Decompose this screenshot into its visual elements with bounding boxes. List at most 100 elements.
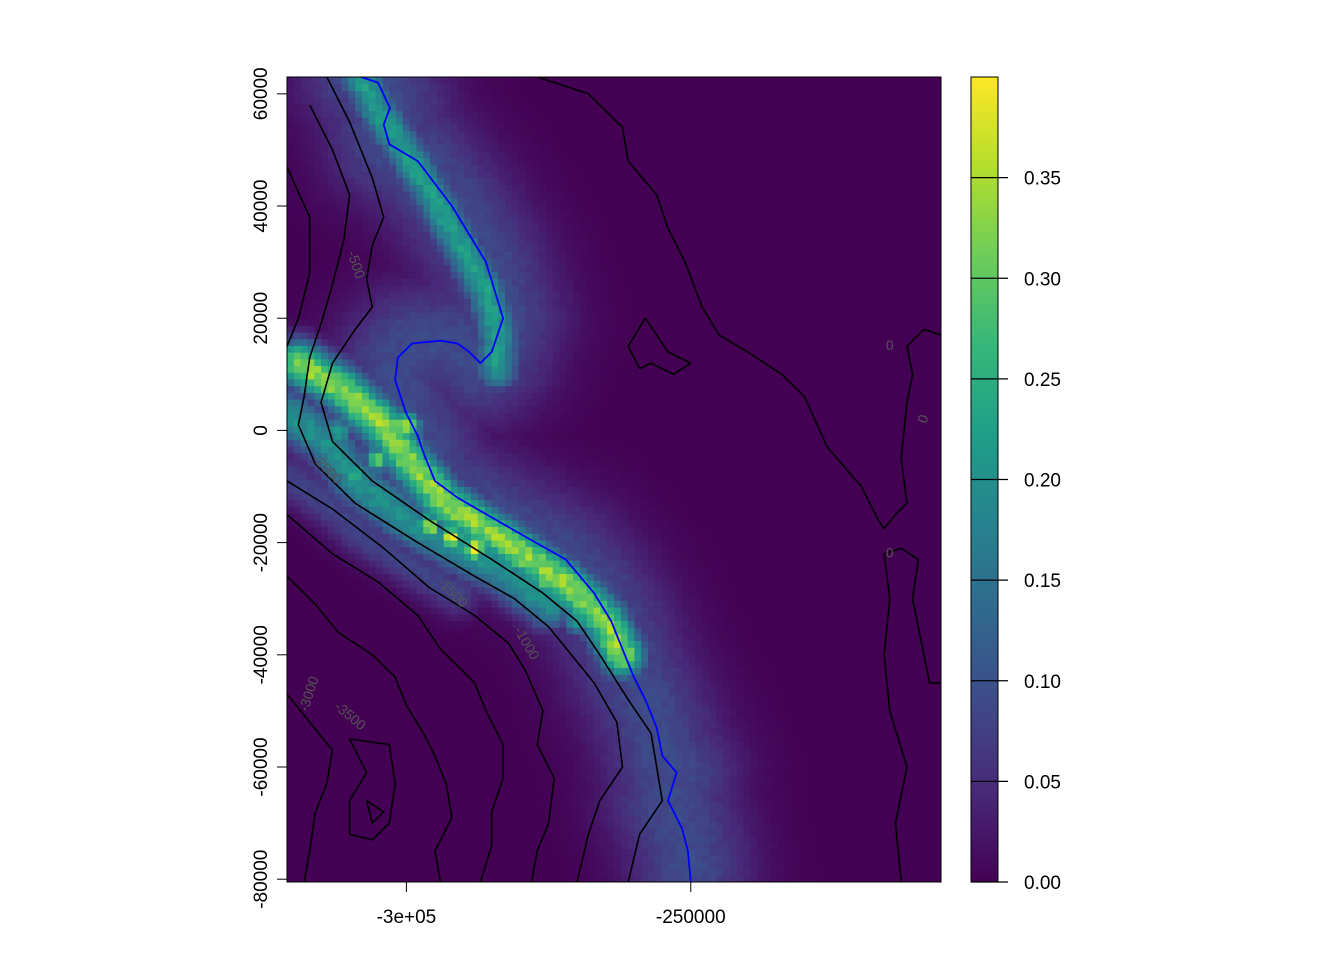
heatmap-cell [614, 694, 622, 702]
heatmap-cell [484, 593, 492, 601]
heatmap-cell [866, 674, 874, 682]
heatmap-cell [838, 761, 847, 769]
heatmap-cell [382, 640, 390, 648]
heatmap-cell [804, 606, 813, 615]
heatmap-cell [321, 687, 329, 695]
heatmap-cell [893, 660, 901, 668]
heatmap-cell [893, 566, 901, 575]
heatmap-cell [552, 801, 561, 809]
heatmap-cell [498, 814, 506, 823]
heatmap-cell [757, 747, 765, 756]
heatmap-cell [716, 761, 724, 769]
heatmap-cell [634, 560, 642, 568]
heatmap-cell [614, 546, 622, 554]
heatmap-cell [797, 861, 806, 870]
heatmap-cell [396, 835, 404, 843]
heatmap-cell [627, 647, 636, 655]
heatmap-cell [927, 553, 935, 561]
heatmap-cell [436, 821, 445, 829]
heatmap-cell [770, 821, 779, 829]
heatmap-cell [430, 667, 438, 675]
heatmap-cell [852, 653, 860, 662]
heatmap-cell [641, 828, 649, 836]
heatmap-cell [498, 868, 506, 876]
heatmap-cell [341, 821, 349, 829]
heatmap-cell [832, 761, 840, 769]
heatmap-cell [832, 747, 840, 756]
heatmap-cell [927, 781, 935, 789]
heatmap-cell [675, 794, 683, 803]
heatmap-cell [539, 667, 547, 675]
heatmap-cell [464, 855, 472, 863]
heatmap-cell [402, 794, 411, 803]
heatmap-cell [477, 580, 486, 588]
heatmap-cell [545, 707, 554, 715]
heatmap-cell [927, 861, 935, 870]
heatmap-cell [818, 627, 826, 635]
heatmap-cell [443, 828, 452, 836]
heatmap-cell [661, 734, 670, 742]
heatmap-cell [552, 647, 561, 655]
heatmap-cell [784, 841, 792, 850]
heatmap-cell [695, 801, 704, 809]
heatmap-cell [879, 841, 888, 850]
heatmap-cell [545, 754, 554, 762]
heatmap-cell [893, 647, 901, 655]
heatmap-cell [545, 653, 554, 662]
heatmap-cell [293, 674, 302, 682]
heatmap-cell [838, 593, 847, 601]
heatmap-cell [702, 848, 710, 856]
heatmap-cell [477, 754, 486, 762]
heatmap-cell [505, 794, 513, 803]
heatmap-cell [825, 653, 833, 662]
heatmap-cell [825, 674, 833, 682]
heatmap-cell [838, 848, 847, 856]
heatmap-cell [736, 539, 745, 548]
heatmap-cell [832, 734, 840, 742]
heatmap-cell [886, 633, 894, 642]
heatmap-cell [484, 613, 492, 621]
heatmap-cell [607, 855, 615, 863]
heatmap-cell [763, 586, 772, 595]
heatmap-cell [443, 694, 452, 702]
heatmap-cell [287, 680, 295, 689]
heatmap-cell [695, 821, 704, 829]
heatmap-cell [716, 721, 724, 729]
heatmap-cell [396, 573, 404, 581]
heatmap-cell [811, 794, 819, 803]
heatmap-cell [838, 700, 847, 709]
heatmap-cell [300, 754, 309, 762]
heatmap-cell [586, 848, 595, 856]
heatmap-cell [682, 674, 690, 682]
heatmap-cell [525, 694, 533, 702]
heatmap-cell [368, 774, 377, 782]
heatmap-cell [723, 694, 731, 702]
heatmap-cell [314, 741, 322, 749]
heatmap-cell [593, 667, 601, 675]
heatmap-cell [566, 580, 574, 588]
heatmap-cell [668, 660, 676, 668]
heatmap-cell [743, 814, 751, 823]
heatmap-cell [648, 721, 656, 729]
heatmap-cell [443, 606, 452, 615]
heatmap-cell [464, 848, 472, 856]
heatmap-cell [518, 774, 527, 782]
heatmap-cell [607, 546, 615, 554]
heatmap-cell [491, 841, 499, 850]
heatmap-cell [886, 781, 894, 789]
heatmap-cell [634, 694, 642, 702]
heatmap-cell [600, 767, 608, 776]
heatmap-cell [307, 620, 315, 628]
heatmap-cell [579, 774, 588, 782]
heatmap-cell [920, 761, 928, 769]
heatmap-cell [770, 700, 779, 709]
heatmap-cell [866, 627, 874, 635]
heatmap-cell [634, 861, 642, 870]
heatmap-cell [566, 633, 574, 642]
heatmap-cell [757, 593, 765, 601]
heatmap-cell [682, 620, 690, 628]
heatmap-cell [620, 774, 629, 782]
heatmap-cell [654, 848, 663, 856]
heatmap-cell [409, 727, 418, 736]
heatmap-cell [852, 861, 860, 870]
